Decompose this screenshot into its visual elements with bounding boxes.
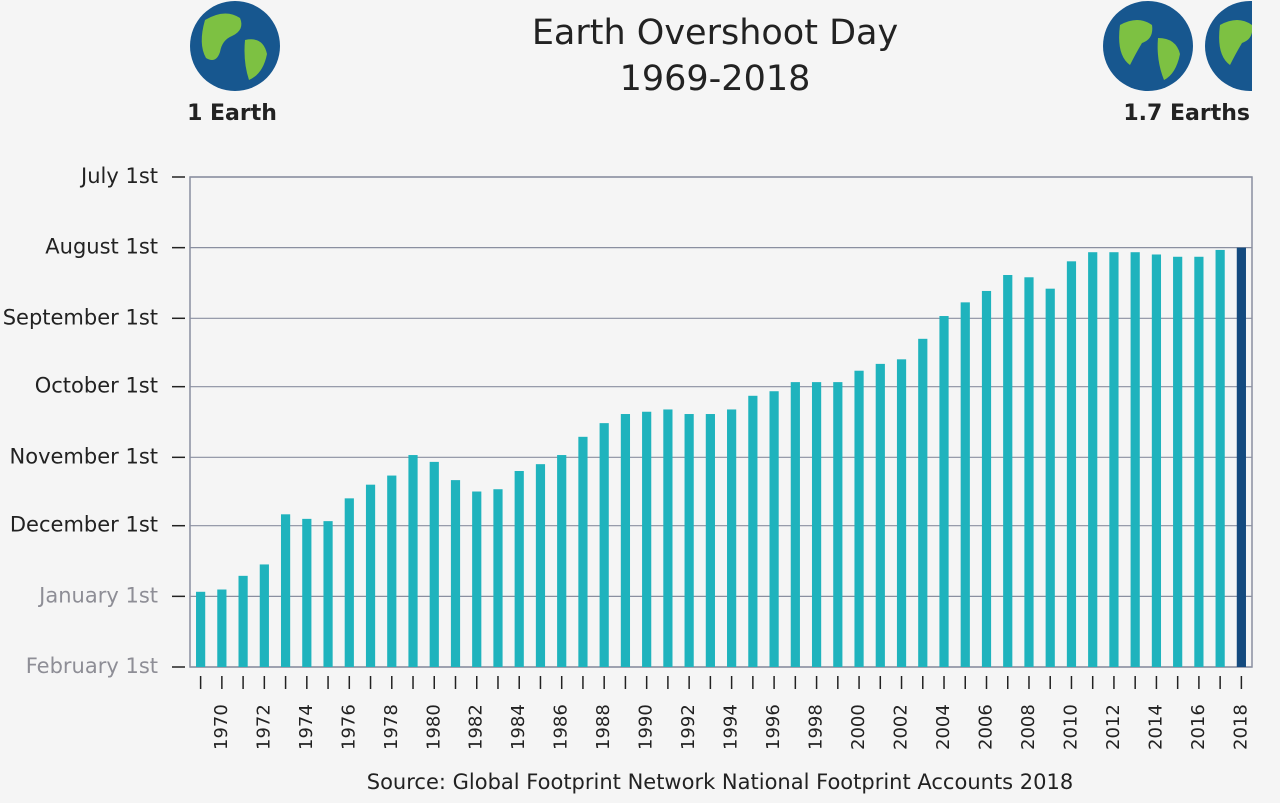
y-tick-label: January 1st xyxy=(37,583,158,607)
bar xyxy=(769,391,779,667)
x-tick-label: 2010 xyxy=(1060,704,1081,750)
x-tick-label: 1990 xyxy=(636,704,657,750)
bar xyxy=(238,575,248,667)
bar xyxy=(705,414,715,667)
bar xyxy=(875,363,885,667)
bar xyxy=(365,484,376,667)
bar xyxy=(1151,254,1162,667)
x-tick-label: 1970 xyxy=(211,704,232,750)
source-note: Source: Global Footprint Network Nationa… xyxy=(367,770,1073,794)
bar xyxy=(1003,275,1013,667)
x-tick-label: 2014 xyxy=(1145,704,1166,750)
bar xyxy=(663,409,673,667)
bar xyxy=(620,414,631,667)
y-tick-label: December 1st xyxy=(10,513,158,537)
bar xyxy=(1236,247,1246,667)
chart-title: Earth Overshoot Day xyxy=(532,13,898,53)
bar xyxy=(259,564,269,667)
bar xyxy=(1088,252,1098,668)
bar xyxy=(960,302,970,667)
bar xyxy=(1109,252,1119,668)
bar xyxy=(896,359,907,667)
bar xyxy=(217,589,227,667)
bar xyxy=(280,514,291,667)
x-tick-label: 1992 xyxy=(678,704,699,750)
bar xyxy=(387,475,397,667)
bar xyxy=(981,290,992,667)
x-tick-label: 2016 xyxy=(1188,704,1209,750)
bar xyxy=(472,491,482,667)
chart-subtitle: 1969-2018 xyxy=(620,59,811,99)
y-tick-label: September 1st xyxy=(3,305,158,329)
x-tick-label: 2004 xyxy=(933,704,954,750)
x-tick-label: 1996 xyxy=(763,704,784,750)
bar xyxy=(833,382,843,667)
x-tick-label: 2018 xyxy=(1230,704,1251,750)
x-tick-label: 2002 xyxy=(891,704,912,750)
bar xyxy=(1130,252,1140,668)
y-tick-label: August 1st xyxy=(45,235,158,259)
x-tick-label: 2008 xyxy=(1018,704,1039,750)
x-tick-label: 1984 xyxy=(508,704,529,750)
badge-left: 1 Earth xyxy=(187,101,277,126)
globes-right xyxy=(1103,1,1252,91)
bar xyxy=(450,480,461,667)
bar xyxy=(557,455,567,667)
x-tick-label: 1974 xyxy=(296,704,317,750)
bar xyxy=(939,316,949,667)
x-tick-label: 1976 xyxy=(338,704,359,750)
bar xyxy=(493,489,503,667)
bar xyxy=(323,521,333,667)
bar xyxy=(642,411,652,667)
bar xyxy=(727,409,737,667)
bar xyxy=(811,382,822,667)
bar xyxy=(1045,288,1055,667)
x-tick-label: 1980 xyxy=(423,704,444,750)
bar xyxy=(408,455,418,667)
x-tick-label: 2006 xyxy=(976,704,997,750)
bar xyxy=(599,423,609,667)
bar xyxy=(344,498,354,667)
x-tick-label: 1988 xyxy=(593,704,614,750)
x-tick-label: 1978 xyxy=(381,704,402,750)
x-tick-label: 1998 xyxy=(806,704,827,750)
x-tick-label: 1972 xyxy=(253,704,274,750)
bar xyxy=(1215,249,1225,667)
bar xyxy=(1066,261,1077,667)
y-tick-label: November 1st xyxy=(10,444,158,468)
badge-right: 1.7 Earths xyxy=(1123,101,1250,126)
bar xyxy=(429,461,439,667)
bar xyxy=(854,370,864,667)
bar xyxy=(196,591,206,667)
x-tick-label: 1986 xyxy=(551,704,572,750)
y-tick-label: October 1st xyxy=(35,374,158,398)
bar xyxy=(1024,277,1034,667)
y-tick-label: February 1st xyxy=(26,654,158,678)
bar xyxy=(578,436,588,667)
x-tick-label: 1994 xyxy=(721,704,742,750)
y-tick-label: July 1st xyxy=(79,164,158,188)
bar xyxy=(1173,256,1183,667)
bar xyxy=(790,382,800,667)
bar xyxy=(1194,256,1204,667)
globe-left xyxy=(190,1,280,91)
bar xyxy=(535,464,546,667)
bar xyxy=(302,518,312,667)
x-tick-label: 1982 xyxy=(466,704,487,750)
bar xyxy=(748,395,758,667)
bar xyxy=(918,338,928,667)
bar xyxy=(684,414,694,667)
x-tick-label: 2000 xyxy=(848,704,869,750)
bar xyxy=(514,471,524,667)
x-tick-label: 2012 xyxy=(1103,704,1124,750)
